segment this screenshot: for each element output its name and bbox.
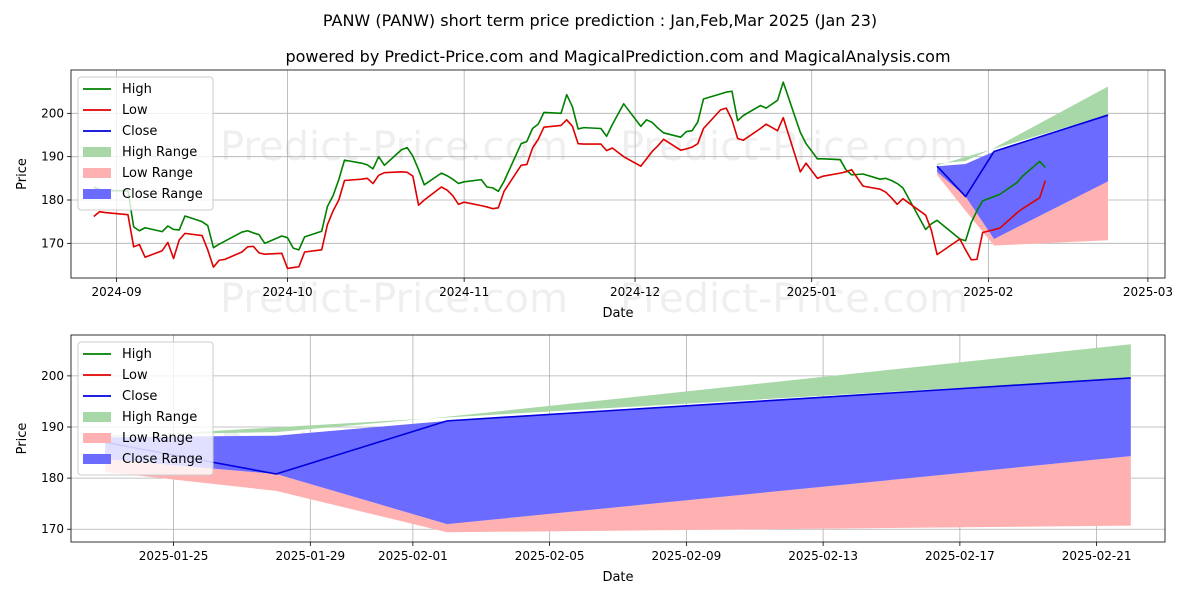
x-axis-label: Date [602,570,633,585]
series-low-line [93,107,1047,270]
legend-box [77,76,214,211]
x-axis-label: Date [602,306,633,321]
legend-box [77,341,214,476]
legend-swatch-patch [83,454,111,464]
x-tick-label: 2025-02-09 [652,549,722,563]
y-tick-label: 190 [41,150,64,164]
legend-entry: High Range [122,410,197,425]
chart-title: PANW (PANW) short term price prediction … [323,11,877,30]
legend: High Low Close High Range Low Range Close Ran… [77,76,214,211]
legend-entry: Close Range [122,187,203,202]
legend-swatch-patch [83,168,111,178]
legend-entry: Low [122,368,148,383]
legend-swatch-patch [83,412,111,422]
series-high-line [93,81,1046,251]
close-range-band [105,377,1131,525]
low-range-band [937,168,1109,246]
y-axis-label: Price [15,158,30,190]
watermark-text: Predict-Price.com [620,276,968,322]
x-tick-label: 2025-01 [787,285,837,299]
watermark-text: Predict-Price.com [220,276,568,322]
close-forecast-line [936,114,1109,198]
x-tick-label: 2025-02-05 [515,549,585,563]
legend-entry: Close [122,389,157,404]
x-tick-label: 2025-01-29 [275,549,345,563]
plot-area [93,81,1109,270]
y-tick-label: 190 [41,420,64,434]
x-tick-label: 2025-02 [963,285,1013,299]
x-tick-label: 2024-10 [262,285,312,299]
x-tick-label: 2025-01-25 [139,549,209,563]
watermark-text: Predict-Price.com [220,124,568,170]
y-tick-label: 170 [41,522,64,536]
legend: High Low Close High Range Low Range Close Ran… [77,341,214,476]
legend-entry: High [122,82,152,97]
x-tick-label: 2024-11 [439,285,489,299]
y-axis-label: Price [15,423,30,455]
y-tick-label: 180 [41,471,64,485]
chart-subtitle: powered by Predict-Price.com and Magical… [285,47,950,66]
axes-frame [70,69,1166,279]
y-tick-label: 200 [41,106,64,120]
legend-swatch-patch [83,433,111,443]
y-tick-label: 180 [41,193,64,207]
x-tick-label: 2025-02-21 [1062,549,1132,563]
legend-entry: Close [122,124,157,139]
plot-area [105,344,1131,533]
low-range-band [105,456,1131,533]
x-tick-label: 2025-02-13 [788,549,858,563]
legend-entry: Low [122,103,148,118]
axes-frame [70,334,1166,543]
watermark-text: Predict-Price.com [620,124,968,170]
legend-swatch-patch [83,147,111,157]
x-tick-label: 2025-02-17 [925,549,995,563]
panel-1: Predict-Price.com Predict-Price.com Predic… [15,69,1173,322]
y-tick-label: 170 [41,236,64,250]
legend-entry: Close Range [122,452,203,467]
panel-2: Predict-Price.comPredict-Price.com2025-0… [15,334,1166,585]
x-tick-label: 2025-03 [1123,285,1173,299]
legend-entry: Low Range [122,431,193,446]
y-tick-label: 200 [41,369,64,383]
x-tick-label: 2024-12 [610,285,660,299]
x-tick-label: 2025-02-01 [378,549,448,563]
legend-entry: High [122,347,152,362]
legend-swatch-patch [83,189,111,199]
x-tick-label: 2024-09 [92,285,142,299]
legend-entry: Low Range [122,166,193,181]
legend-entry: High Range [122,145,197,160]
